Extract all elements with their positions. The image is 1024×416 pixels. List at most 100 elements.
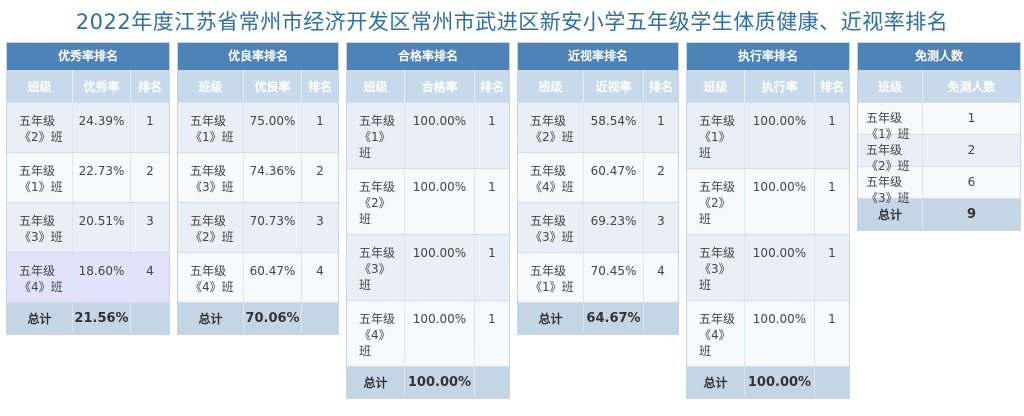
rank-cell: 1 [488,312,496,326]
column-header: 合格率 [405,70,475,102]
column-header: 排名 [137,79,162,94]
column-header: 班级 [178,70,244,102]
table-row: 五年级 《4》班 60.47% 4 [178,252,338,302]
table-row: 五年级 《1》班 75.00% 1 [178,102,338,152]
value-cell: 75.00% [244,103,302,152]
value-cell: 70.45% [584,253,644,302]
total-value: 64.67% [584,303,644,334]
rank-cell: 2 [316,164,324,178]
value-cell: 100.00% [745,235,815,300]
total-row: 总计 21.56% [7,302,169,334]
column-header: 班级 [347,70,405,102]
value-cell: 100.00% [405,235,475,300]
column-header: 班级 [7,70,73,102]
table-row: 五年级 《3》班 69.23% 3 [518,202,678,252]
page-title: 2022年度江苏省常州市经济开发区常州市武进区新安小学五年级学生体质健康、近视率… [75,10,949,34]
value-cell: 100.00% [405,301,475,366]
value-cell: 100.00% [745,103,815,168]
value-cell: 100.00% [745,301,815,366]
column-header: 班级 [858,70,923,102]
value-cell: 20.51% [73,203,131,252]
value-cell: 6 [967,175,976,189]
column-header: 近视率 [584,70,644,102]
table-row: 五年级 《2》班 24.39% 1 [7,102,169,152]
table-row: 五年级《3》班 6 [858,166,1020,205]
total-rank-empty [131,303,169,334]
class-name-cell: 五年级 《2》班 [518,103,584,152]
total-rank-empty [302,303,338,334]
total-row: 总计 64.67% [518,302,678,334]
rank-cell: 4 [657,264,665,278]
class-name-cell: 五年级 《3》班 [7,203,73,252]
panel-heading: 合格率排名 [347,43,509,70]
table-row: 五年级 《4》班 18.60% 4 [7,252,169,302]
class-name-cell: 五年级 《2》 班 [347,169,405,234]
class-name-cell: 五年级 《4》班 [178,253,244,302]
total-row: 总计 100.00% [347,366,509,398]
table-row: 五年级 《2》 班 100.00% 1 [347,168,509,234]
class-name-cell: 五年级 《4》班 [7,253,73,302]
column-header: 优秀率 [73,70,131,102]
class-name-cell: 五年级 《3》 班 [687,235,745,300]
rank-cell: 1 [828,114,836,128]
column-header: 班级 [687,70,745,102]
total-label: 总计 [858,199,923,230]
column-header-row: 班级 近视率 排名 [518,70,678,102]
class-name-cell: 五年级 《1》班 [7,153,73,202]
total-value: 21.56% [73,303,131,334]
total-row: 总计 100.00% [687,366,849,398]
column-header: 排名 [307,79,332,94]
value-cell: 100.00% [405,103,475,168]
class-name-cell: 五年级 《4》班 [518,153,584,202]
value-cell: 74.36% [244,153,302,202]
table-row: 五年级《2》班 2 [858,134,1020,173]
class-name-cell: 五年级 《3》班 [178,153,244,202]
value-cell: 22.73% [73,153,131,202]
rank-cell: 1 [828,312,836,326]
rank-cell: 1 [146,114,154,128]
table-row: 五年级 《4》 班 100.00% 1 [687,300,849,366]
class-name-cell: 五年级 《4》 班 [687,301,745,366]
rank-cell: 1 [488,114,496,128]
class-name-cell: 五年级 《1》班 [518,253,584,302]
table-row: 五年级 《2》 班 100.00% 1 [687,168,849,234]
class-name-cell: 五年级 《4》 班 [347,301,405,366]
rank-cell: 1 [828,180,836,194]
column-header: 班级 [518,70,584,102]
panel-heading: 近视率排名 [518,43,678,70]
rank-cell: 2 [146,164,154,178]
panel-heading: 优秀率排名 [7,43,169,70]
class-name-cell: 五年级 《3》班 [518,203,584,252]
ranking-panel: 合格率排名 班级 合格率 排名 五年级 《1》 班 100.00% 1 五年级 《2》 班 10… [346,42,510,399]
total-label: 总计 [178,303,244,334]
class-name-cell: 五年级《1》班 [858,103,923,141]
value-cell: 69.23% [584,203,644,252]
rank-cell: 1 [828,246,836,260]
class-name-cell: 五年级 《3》 班 [347,235,405,300]
rank-cell: 4 [146,264,154,278]
table-row: 五年级 《1》 班 100.00% 1 [687,102,849,168]
table-row: 五年级 《3》班 20.51% 3 [7,202,169,252]
class-name-cell: 五年级 《1》 班 [347,103,405,168]
total-rank-empty [475,367,509,398]
ranking-panel: 优良率排名 班级 优良率 排名 五年级 《1》班 75.00% 1 五年级 《3》班 74.36… [177,42,339,335]
column-header-row: 班级 免测人数 [858,70,1020,102]
table-row: 五年级 《2》班 58.54% 1 [518,102,678,152]
rank-cell: 2 [657,164,665,178]
value-cell: 70.73% [244,203,302,252]
value-cell: 58.54% [584,103,644,152]
rank-cell: 3 [316,214,324,228]
total-rank-empty [815,367,849,398]
table-row: 五年级 《3》班 74.36% 2 [178,152,338,202]
value-cell: 100.00% [405,169,475,234]
ranking-panel: 免测人数 班级 免测人数 五年级《1》班 1 五年级《2》班 2 五年级《3》班 6 总计 9 [857,42,1021,231]
class-name-cell: 五年级《2》班 [858,135,923,173]
column-header: 执行率 [745,70,815,102]
column-header: 优良率 [244,70,302,102]
class-name-cell: 五年级 《2》 班 [687,169,745,234]
total-value: 70.06% [244,303,302,334]
total-row: 总计 70.06% [178,302,338,334]
total-label: 总计 [347,367,405,398]
value-cell: 2 [967,143,976,157]
table-row: 五年级 《1》班 22.73% 2 [7,152,169,202]
